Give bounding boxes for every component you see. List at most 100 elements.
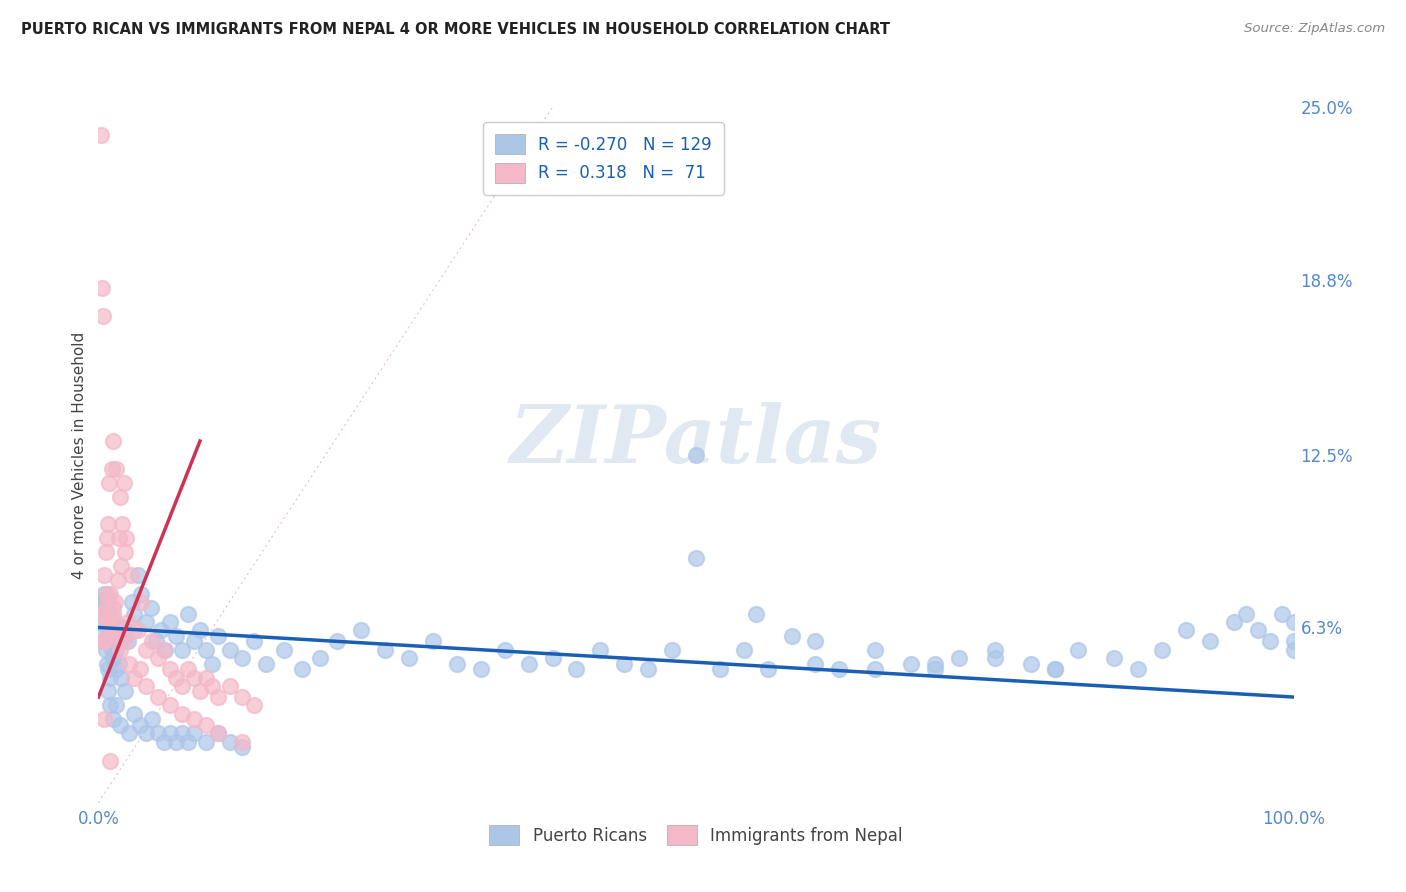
Point bbox=[1043, 662, 1066, 676]
Point bbox=[195, 671, 218, 685]
Point bbox=[900, 657, 922, 671]
Point bbox=[127, 624, 149, 638]
Point bbox=[159, 726, 181, 740]
Point bbox=[135, 642, 157, 657]
Point bbox=[865, 662, 887, 676]
Point bbox=[1223, 615, 1246, 629]
Point bbox=[398, 651, 420, 665]
Point bbox=[96, 657, 118, 671]
Point bbox=[91, 607, 114, 621]
Point bbox=[94, 545, 117, 559]
Point bbox=[91, 615, 114, 629]
Point bbox=[124, 607, 146, 621]
Point bbox=[104, 595, 127, 609]
Point bbox=[131, 595, 153, 609]
Point bbox=[177, 734, 200, 748]
Point bbox=[91, 607, 114, 621]
Point bbox=[98, 671, 122, 685]
Point bbox=[804, 657, 827, 671]
Point bbox=[101, 651, 124, 665]
Point bbox=[243, 634, 266, 648]
Point bbox=[114, 545, 136, 559]
Point bbox=[96, 607, 118, 621]
Point bbox=[108, 490, 131, 504]
Point bbox=[219, 642, 242, 657]
Point bbox=[121, 595, 143, 609]
Point bbox=[107, 573, 129, 587]
Point bbox=[177, 607, 200, 621]
Point bbox=[172, 642, 194, 657]
Point bbox=[98, 475, 121, 490]
Point bbox=[165, 629, 187, 643]
Point bbox=[97, 615, 120, 629]
Point bbox=[733, 642, 755, 657]
Point bbox=[1067, 642, 1090, 657]
Point bbox=[149, 624, 172, 638]
Point bbox=[188, 684, 211, 698]
Point bbox=[93, 634, 115, 648]
Point bbox=[93, 567, 115, 582]
Point bbox=[165, 734, 187, 748]
Point bbox=[105, 629, 128, 643]
Point bbox=[207, 726, 229, 740]
Point bbox=[115, 532, 138, 546]
Point bbox=[145, 634, 167, 648]
Legend: Puerto Ricans, Immigrants from Nepal: Puerto Ricans, Immigrants from Nepal bbox=[478, 814, 914, 857]
Point bbox=[107, 624, 129, 638]
Point bbox=[984, 651, 1007, 665]
Point bbox=[231, 690, 253, 704]
Point bbox=[188, 624, 211, 638]
Point bbox=[96, 615, 118, 629]
Point bbox=[1199, 634, 1222, 648]
Point bbox=[93, 587, 115, 601]
Point bbox=[1104, 651, 1126, 665]
Point bbox=[1247, 624, 1270, 638]
Point bbox=[98, 754, 122, 768]
Point bbox=[207, 629, 229, 643]
Point bbox=[1043, 662, 1066, 676]
Point bbox=[110, 671, 132, 685]
Point bbox=[1282, 615, 1305, 629]
Point bbox=[148, 726, 170, 740]
Point bbox=[177, 662, 200, 676]
Point bbox=[201, 657, 224, 671]
Point bbox=[1234, 607, 1257, 621]
Point bbox=[207, 726, 229, 740]
Point bbox=[93, 712, 115, 726]
Point bbox=[91, 281, 114, 295]
Point bbox=[91, 601, 114, 615]
Point bbox=[118, 726, 141, 740]
Point bbox=[1019, 657, 1042, 671]
Point bbox=[685, 550, 707, 565]
Point bbox=[100, 620, 122, 634]
Text: PUERTO RICAN VS IMMIGRANTS FROM NEPAL 4 OR MORE VEHICLES IN HOUSEHOLD CORRELATIO: PUERTO RICAN VS IMMIGRANTS FROM NEPAL 4 … bbox=[21, 22, 890, 37]
Point bbox=[231, 651, 253, 665]
Point bbox=[141, 712, 163, 726]
Point bbox=[589, 642, 612, 657]
Point bbox=[139, 601, 162, 615]
Point bbox=[96, 532, 118, 546]
Point bbox=[104, 615, 127, 629]
Point bbox=[1271, 607, 1294, 621]
Point bbox=[291, 662, 314, 676]
Point bbox=[93, 634, 115, 648]
Point bbox=[231, 734, 253, 748]
Point bbox=[118, 657, 141, 671]
Point bbox=[153, 734, 176, 748]
Point bbox=[804, 634, 827, 648]
Point bbox=[172, 679, 194, 693]
Point bbox=[201, 679, 224, 693]
Text: Source: ZipAtlas.com: Source: ZipAtlas.com bbox=[1244, 22, 1385, 36]
Point bbox=[111, 517, 134, 532]
Point bbox=[565, 662, 588, 676]
Point bbox=[172, 706, 194, 721]
Point bbox=[1175, 624, 1198, 638]
Point bbox=[108, 718, 131, 732]
Point bbox=[98, 624, 121, 638]
Point bbox=[470, 662, 492, 676]
Point bbox=[97, 595, 120, 609]
Point bbox=[129, 718, 152, 732]
Point bbox=[108, 634, 131, 648]
Point bbox=[90, 607, 112, 621]
Point bbox=[105, 698, 128, 713]
